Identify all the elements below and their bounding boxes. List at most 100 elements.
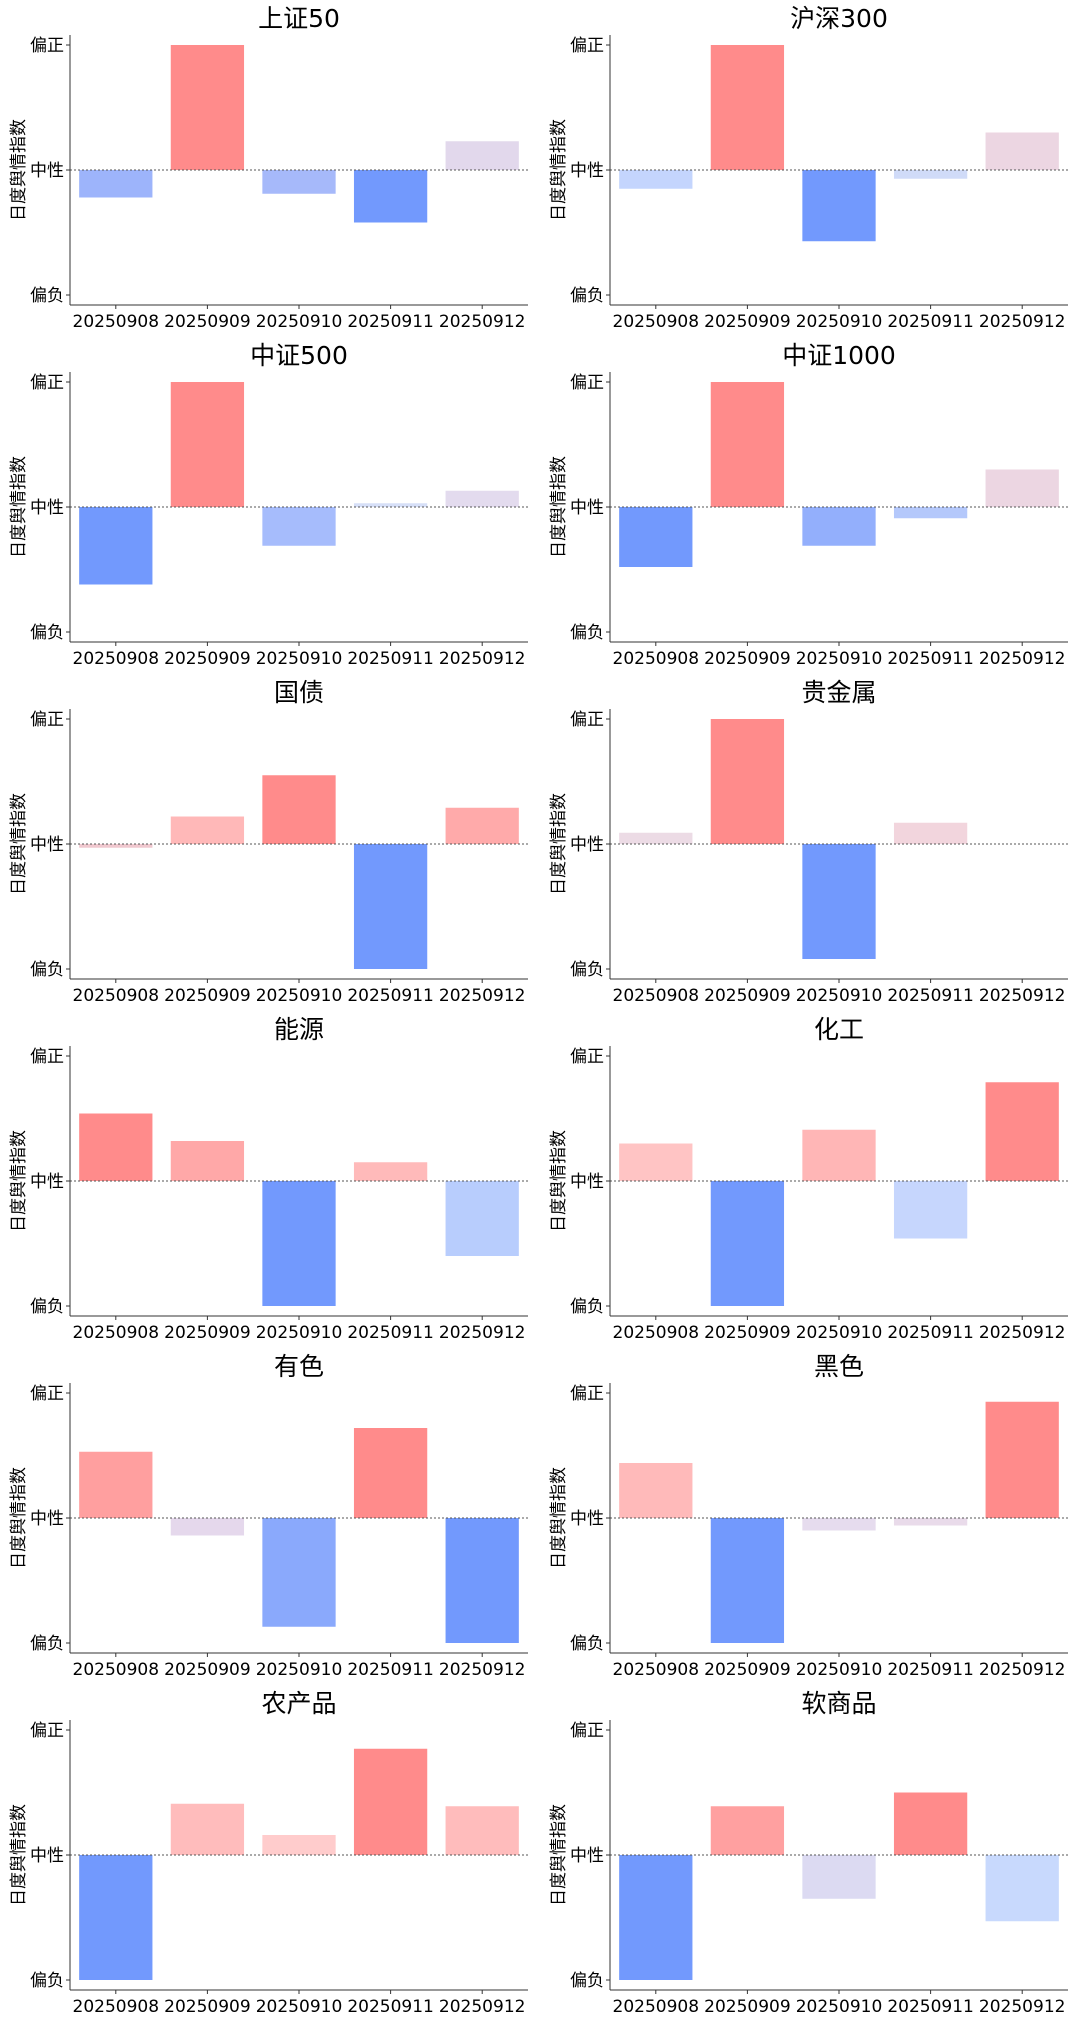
y-axis-label: 日度舆情指数 — [9, 1467, 29, 1569]
chart-title: 农产品 — [261, 1689, 336, 1718]
chart-title: 国债 — [274, 678, 324, 707]
bar — [353, 1428, 428, 1518]
x-tick-label: 20250912 — [979, 986, 1066, 1006]
y-tick-label: 偏正 — [30, 710, 64, 730]
chart-title: 能源 — [274, 1015, 324, 1044]
y-tick-label: 偏正 — [570, 710, 604, 730]
x-tick-label: 20250910 — [796, 1997, 883, 2017]
y-tick-label: 偏负 — [30, 1971, 64, 1991]
x-tick-label: 20250910 — [256, 1323, 343, 1343]
x-tick-label: 20250909 — [164, 1997, 251, 2017]
x-tick-label: 20250910 — [796, 1660, 883, 1680]
bar — [985, 1855, 1059, 1922]
bar — [985, 1082, 1059, 1181]
y-tick-label: 偏正 — [570, 1384, 604, 1404]
bar — [619, 170, 693, 189]
x-tick-label: 20250912 — [439, 1997, 526, 2017]
y-tick-label: 偏正 — [30, 1384, 64, 1404]
x-tick-label: 20250910 — [796, 312, 883, 332]
bar — [445, 1806, 519, 1855]
x-tick-label: 20250908 — [73, 1323, 160, 1343]
bar — [79, 170, 153, 198]
y-tick-label: 中性 — [30, 161, 64, 181]
bar — [262, 170, 336, 194]
bar — [262, 1835, 336, 1855]
x-tick-label: 20250910 — [256, 312, 343, 332]
x-tick-label: 20250912 — [439, 649, 526, 669]
y-tick-label: 偏负 — [30, 1634, 64, 1654]
x-tick-label: 20250911 — [347, 1323, 434, 1343]
y-axis-label: 日度舆情指数 — [549, 1804, 569, 1906]
y-tick-label: 中性 — [30, 498, 64, 518]
bar — [353, 844, 428, 969]
x-tick-label: 20250910 — [256, 1660, 343, 1680]
x-tick-label: 20250911 — [887, 649, 974, 669]
x-tick-label: 20250908 — [613, 649, 700, 669]
bar — [619, 507, 693, 567]
y-tick-label: 偏负 — [30, 1297, 64, 1317]
bar — [79, 844, 153, 848]
chart-panel: 中证500 日度舆情指数 偏正 中性 偏负 20250908 20250909 2025091… — [0, 337, 540, 674]
chart-panel: 国债 日度舆情指数 偏正 中性 偏负 20250908 20250909 20250910 20… — [0, 674, 540, 1011]
chart-title: 黑色 — [814, 1352, 864, 1381]
bar — [619, 832, 693, 844]
x-tick-label: 20250911 — [347, 1997, 434, 2017]
bar — [893, 170, 968, 179]
x-tick-label: 20250911 — [347, 1660, 434, 1680]
x-tick-label: 20250911 — [347, 986, 434, 1006]
y-tick-label: 偏负 — [30, 960, 64, 980]
y-tick-label: 偏负 — [570, 1971, 604, 1991]
bar — [353, 1748, 428, 1855]
bar — [893, 507, 968, 519]
chart-title: 软商品 — [801, 1689, 876, 1718]
x-tick-label: 20250909 — [164, 986, 251, 1006]
x-tick-label: 20250910 — [796, 986, 883, 1006]
y-tick-label: 中性 — [570, 161, 604, 181]
x-tick-label: 20250912 — [979, 649, 1066, 669]
bar — [802, 1855, 876, 1899]
y-axis-label: 日度舆情指数 — [549, 119, 569, 221]
y-tick-label: 中性 — [570, 1846, 604, 1866]
bar — [710, 382, 785, 507]
bar — [985, 469, 1059, 507]
chart-panel: 能源 日度舆情指数 偏正 中性 偏负 20250908 20250909 20250910 20… — [0, 1011, 540, 1348]
bar — [79, 1855, 153, 1980]
bar — [445, 141, 519, 170]
chart-title: 中证500 — [250, 341, 348, 370]
bar — [710, 1806, 785, 1855]
x-tick-label: 20250908 — [73, 312, 160, 332]
y-axis-label: 日度舆情指数 — [9, 119, 29, 221]
bar — [619, 1855, 693, 1980]
y-tick-label: 中性 — [570, 835, 604, 855]
y-tick-label: 中性 — [30, 1509, 64, 1529]
y-tick-label: 偏正 — [30, 1721, 64, 1741]
bar — [893, 822, 968, 844]
x-tick-label: 20250908 — [73, 986, 160, 1006]
x-tick-label: 20250909 — [704, 1323, 791, 1343]
y-axis-label: 日度舆情指数 — [549, 793, 569, 895]
bar — [79, 1451, 153, 1518]
x-tick-label: 20250912 — [439, 986, 526, 1006]
y-tick-label: 中性 — [570, 1509, 604, 1529]
y-tick-label: 偏负 — [570, 623, 604, 643]
y-tick-label: 偏负 — [30, 623, 64, 643]
bar — [170, 1803, 245, 1855]
bar — [710, 1518, 785, 1643]
bar — [353, 503, 428, 507]
x-tick-label: 20250912 — [979, 1323, 1066, 1343]
y-axis-label: 日度舆情指数 — [549, 456, 569, 558]
x-tick-label: 20250909 — [704, 649, 791, 669]
bar — [79, 1113, 153, 1181]
y-tick-label: 偏负 — [570, 286, 604, 306]
y-axis-label: 日度舆情指数 — [549, 1130, 569, 1232]
bar — [79, 507, 153, 585]
x-tick-label: 20250908 — [613, 1323, 700, 1343]
bar — [893, 1518, 968, 1526]
bar — [893, 1181, 968, 1239]
